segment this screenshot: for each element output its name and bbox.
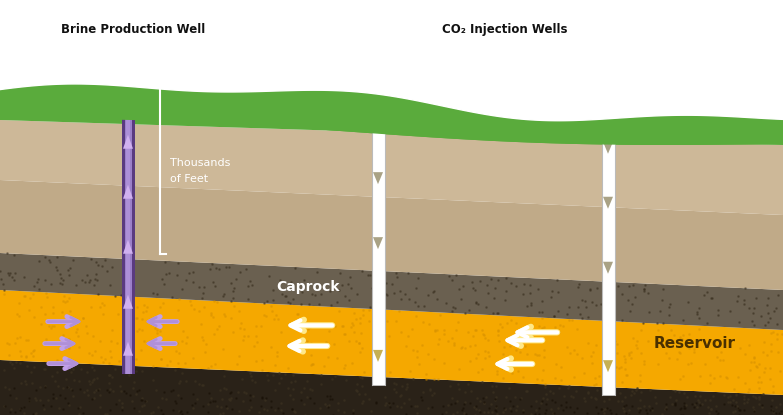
Polygon shape	[373, 350, 383, 362]
Polygon shape	[598, 41, 618, 119]
Polygon shape	[0, 290, 783, 395]
Bar	[371, 94, 384, 385]
Polygon shape	[123, 240, 133, 254]
Polygon shape	[603, 262, 613, 274]
Polygon shape	[0, 253, 783, 330]
Text: Brine Production Well: Brine Production Well	[61, 23, 205, 36]
Bar	[592, 119, 624, 133]
Polygon shape	[123, 295, 133, 309]
Bar	[588, 131, 628, 139]
Polygon shape	[367, 6, 389, 94]
Polygon shape	[373, 237, 383, 249]
Polygon shape	[123, 342, 133, 356]
Polygon shape	[603, 142, 613, 154]
Bar	[117, 77, 139, 83]
Polygon shape	[373, 117, 383, 129]
Bar	[121, 86, 135, 374]
Polygon shape	[603, 197, 613, 209]
Text: of Feet: of Feet	[170, 174, 208, 184]
Bar	[126, 86, 130, 374]
Polygon shape	[0, 120, 783, 215]
Text: Thousands: Thousands	[170, 158, 230, 168]
Bar	[357, 106, 399, 114]
Text: Reservoir: Reservoir	[654, 336, 736, 352]
Polygon shape	[123, 135, 133, 149]
Polygon shape	[0, 180, 783, 290]
Bar	[361, 94, 395, 108]
Bar	[132, 86, 135, 374]
Polygon shape	[0, 360, 783, 415]
Polygon shape	[373, 172, 383, 184]
Text: CO₂ Injection Wells: CO₂ Injection Wells	[442, 23, 568, 36]
Polygon shape	[0, 90, 783, 145]
Polygon shape	[123, 185, 133, 199]
Bar	[601, 119, 615, 395]
Bar	[121, 86, 124, 374]
Bar	[118, 82, 138, 90]
Text: Caprock: Caprock	[276, 280, 340, 294]
Polygon shape	[603, 360, 613, 372]
